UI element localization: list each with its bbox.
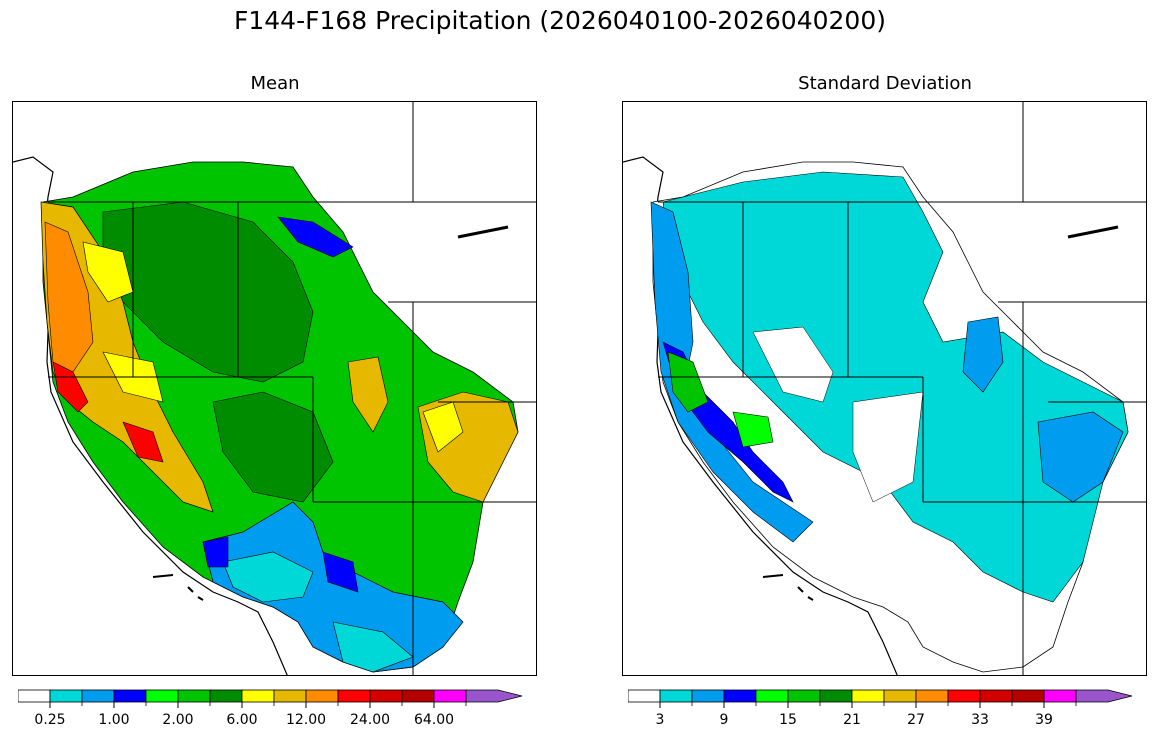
mean-colorbar-tick-label: 12.00 [286,712,326,728]
channel-islands [152,574,204,601]
mean-colorbar-cell [305,689,339,703]
basin-region-white-inner-2 [852,391,924,503]
stddev-colorbar-cell [915,689,949,703]
stddev-colorbar-ticks: 3 9 15 21 27 33 39 [656,702,1077,728]
stddev-colorbar-cell [659,689,693,703]
stddev-colorbar-cell [819,689,853,703]
mean-colorbar-tick-label: 64.00 [414,712,454,728]
mean-colorbar-cell [401,689,435,703]
mean-map [12,101,537,676]
basin-region-blue-east [1037,411,1124,503]
mean-colorbar-cell [433,689,467,703]
stddev-colorbar-tick-label: 39 [1035,712,1053,728]
mean-colorbar-cell [337,689,371,703]
basin-region-red-2 [122,421,164,463]
stddev-colorbar-cell [755,689,789,703]
mean-colorbar: 0.25 1.00 2.00 6.00 12.00 24.00 64.00 [18,689,523,728]
state-boundaries [658,102,1146,675]
stddev-colorbar-extend [1075,689,1133,703]
stddev-colorbar-tick-label: 15 [779,712,797,728]
mean-colorbar-cell [177,689,211,703]
basin-region-gold-center [347,356,389,433]
mean-colorbar-cell [49,689,83,703]
great-lake [1067,225,1119,239]
stddev-colorbar: 3 9 15 21 27 33 39 [628,689,1133,728]
mean-panel-title: Mean [250,73,300,94]
stddev-map [622,101,1147,676]
great-lake [457,225,509,239]
stddev-colorbar-cell [883,689,917,703]
mean-colorbar-ticks: 0.25 1.00 2.00 6.00 12.00 24.00 64.00 [34,702,467,728]
mean-colorbar-tick-label: 24.00 [350,712,390,728]
basin-region-cyan [662,171,1129,603]
basin-region-red [52,361,89,413]
stddev-colorbar-tick-label: 27 [907,712,925,728]
stddev-colorbar-cells [628,689,1133,703]
mean-colorbar-tick-label: 0.25 [34,712,65,728]
stddev-colorbar-cell [1043,689,1077,703]
coastline [13,156,288,675]
stddev-colorbar-cell [691,689,725,703]
state-boundaries [48,102,536,675]
mean-colorbar-tick-label: 2.00 [162,712,193,728]
basin-region-orange [44,221,94,373]
mean-colorbar-cell [369,689,403,703]
mean-colorbar-extend [465,689,523,703]
mean-map-svg [13,102,536,675]
channel-islands [762,574,814,601]
mean-colorbar-cell [81,689,115,703]
stddev-colorbar-tick-label: 9 [720,712,729,728]
stddev-colorbar-cell [787,689,821,703]
mean-colorbar-tick-label: 6.00 [226,712,257,728]
mean-colorbar-cells [18,689,523,703]
basin-region-yellow [82,241,134,303]
basin-region-white-inner [752,326,834,403]
stddev-colorbar-cell [851,689,885,703]
basin-region-darkblue-2 [322,551,359,593]
basin-region-blue [202,501,464,673]
figure-title: F144-F168 Precipitation (2026040100-2026… [233,6,886,35]
stddev-colorbar-cell [1011,689,1045,703]
basin-region-yellow-east [422,401,464,453]
stddev-map-svg [623,102,1146,675]
basin-region-cyan [222,551,314,603]
mean-colorbar-tick-label: 1.00 [98,712,129,728]
basin-region-blue-center [962,316,1004,393]
mean-colorbar-cell [209,689,243,703]
basin-region-darkgreen-2 [212,391,334,503]
stddev-colorbar-tick-label: 33 [971,712,989,728]
mean-colorbar-cell [18,689,51,703]
stddev-panel-title: Standard Deviation [798,73,972,94]
basin-region-darkblue [202,536,229,568]
mean-colorbar-cell [145,689,179,703]
basin-region-green [667,351,709,413]
stddev-colorbar-cell [628,689,661,703]
stddev-colorbar-cell [723,689,757,703]
basin-region-darkblue-3 [277,216,354,258]
mean-colorbar-cell [273,689,307,703]
stddev-colorbar-cell [979,689,1013,703]
basin-region-cyan-2 [332,621,414,673]
mean-colorbar-cell [241,689,275,703]
stddev-colorbar-tick-label: 21 [843,712,861,728]
stddev-colorbar-cell [947,689,981,703]
coastline [623,156,898,675]
basin-region-lightgreen [732,411,774,448]
mean-colorbar-cell [113,689,147,703]
stddev-colorbar-tick-label: 3 [656,712,665,728]
